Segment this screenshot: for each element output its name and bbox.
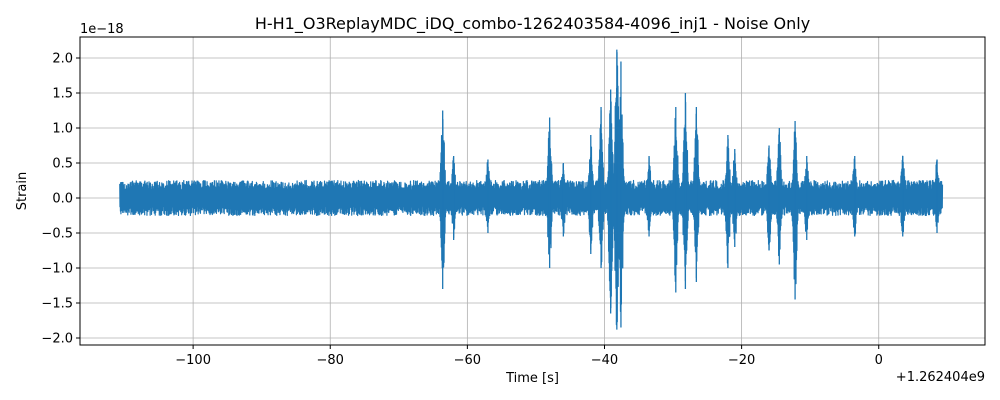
y-tick-label: 2.0	[52, 52, 73, 67]
y-scale-label: 1e−18	[80, 22, 124, 37]
y-tick-label: −0.5	[41, 227, 73, 242]
x-offset-label: +1.262404e9	[896, 370, 985, 385]
x-axis-label: Time [s]	[505, 371, 559, 386]
chart-title: H-H1_O3ReplayMDC_iDQ_combo-1262403584-40…	[255, 14, 810, 34]
y-tick-label: 1.5	[52, 87, 73, 102]
plot-frame	[79, 36, 986, 346]
x-tick-label: −100	[175, 353, 211, 368]
x-tick-label: −20	[728, 353, 755, 368]
y-axis-label: Strain	[15, 172, 30, 211]
y-tick-label: 0.5	[52, 157, 73, 172]
series-strain	[119, 49, 944, 330]
y-tick-label: 1.0	[52, 122, 73, 137]
x-tick-label: −80	[317, 353, 344, 368]
x-tick-label: 0	[875, 353, 883, 368]
y-tick-label: 0.0	[52, 192, 73, 207]
x-tick-label: −40	[591, 353, 618, 368]
y-axis: −2.0 −1.5 −1.0 −0.5 0.0 0.5 1.0 1.5 2.0	[41, 52, 80, 347]
x-axis: −100 −80 −60 −40 −20 0	[175, 345, 883, 368]
y-tick-label: −2.0	[41, 332, 73, 347]
y-tick-label: −1.0	[41, 262, 73, 277]
waveform-line	[119, 51, 944, 326]
x-tick-label: −60	[454, 353, 481, 368]
y-tick-label: −1.5	[41, 297, 73, 312]
